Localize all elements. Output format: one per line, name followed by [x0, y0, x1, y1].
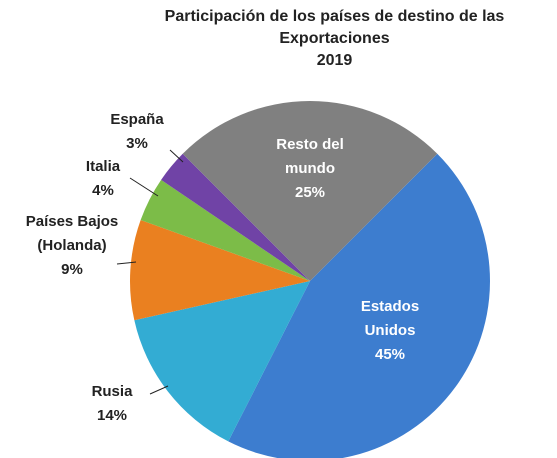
pie-slice [182, 101, 438, 281]
pie-slice [140, 179, 310, 281]
chart-title-block: Participación de los países de destino d… [112, 6, 557, 72]
leader-line [169, 149, 184, 163]
pie-slice [228, 153, 490, 458]
category-label: Rusia [91, 383, 133, 400]
data-label: España 3% [102, 108, 172, 156]
value-label: 3% [126, 135, 148, 152]
pie-slice [161, 153, 310, 281]
pie-slice [130, 220, 310, 321]
chart-subtitle: 2019 [316, 52, 353, 69]
category-label: Estados Unidos [360, 298, 420, 339]
category-label: Italia [85, 158, 121, 175]
leader-line [116, 261, 137, 265]
pie-slice [134, 281, 310, 442]
value-label: 14% [96, 407, 128, 424]
data-label: Estados Unidos 45% [350, 295, 430, 367]
category-label: Países Bajos (Holanda) [25, 213, 119, 254]
category-label: Resto del mundo [276, 136, 344, 177]
data-label: Resto del mundo 25% [265, 133, 355, 205]
leader-line [149, 385, 169, 395]
value-label: 9% [61, 261, 83, 278]
chart-title: Participación de los países de destino d… [164, 8, 505, 47]
value-label: 4% [92, 182, 114, 199]
data-label: Italia 4% [73, 155, 133, 203]
value-label: 25% [294, 184, 326, 201]
leader-line [129, 177, 159, 197]
value-label: 45% [374, 346, 406, 363]
data-label: Países Bajos (Holanda) 9% [12, 210, 132, 282]
data-label: Rusia 14% [72, 380, 152, 428]
category-label: España [110, 111, 164, 128]
